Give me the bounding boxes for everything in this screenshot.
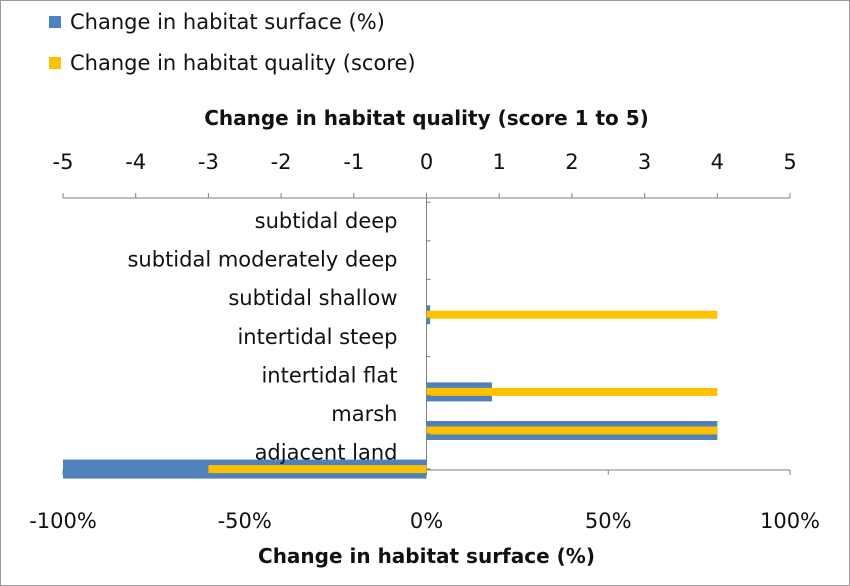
top-axis-tick-label: 2 <box>565 150 578 174</box>
top-axis-tick-label: 1 <box>493 150 506 174</box>
top-axis-title: Change in habitat quality (score 1 to 5) <box>204 106 649 130</box>
quality-bar <box>426 426 718 435</box>
legend-swatch-surface <box>49 16 61 28</box>
top-axis-tick-label: -5 <box>53 150 74 174</box>
top-axis-tick-label: 0 <box>420 150 433 174</box>
category-label: intertidal steep <box>237 325 397 349</box>
legend-label-surface: Change in habitat surface (%) <box>70 10 385 34</box>
legend-item-quality: Change in habitat quality (score) <box>49 50 416 76</box>
quality-bar <box>426 387 718 396</box>
bottom-axis-tick-label: 0% <box>410 509 443 533</box>
category-label: marsh <box>331 402 397 426</box>
bottom-axis-tick-label: -100% <box>29 509 97 533</box>
bottom-axis-title: Change in habitat surface (%) <box>258 544 595 568</box>
category-label: adjacent land <box>255 441 398 465</box>
top-axis-tick-label: -4 <box>125 150 146 174</box>
bottom-axis-tick-label: 50% <box>585 509 632 533</box>
top-axis-tick-label: 4 <box>711 150 724 174</box>
top-axis-tick-label: 3 <box>638 150 651 174</box>
quality-bar <box>426 310 718 319</box>
top-axis-tick-label: -1 <box>343 150 364 174</box>
legend-item-surface: Change in habitat surface (%) <box>49 9 385 35</box>
category-label: intertidal flat <box>261 363 397 387</box>
legend-label-quality: Change in habitat quality (score) <box>70 51 416 75</box>
category-label: subtidal shallow <box>228 286 397 310</box>
bottom-axis-tick-label: -50% <box>218 509 272 533</box>
top-axis-tick-label: -3 <box>198 150 219 174</box>
top-axis-tick-label: 5 <box>783 150 796 174</box>
category-label: subtidal deep <box>255 209 398 233</box>
category-label: subtidal moderately deep <box>127 248 397 272</box>
bottom-axis-tick-label: 100% <box>760 509 820 533</box>
top-axis-tick-label: -2 <box>271 150 292 174</box>
legend-swatch-quality <box>49 57 61 69</box>
quality-bar <box>208 465 427 474</box>
